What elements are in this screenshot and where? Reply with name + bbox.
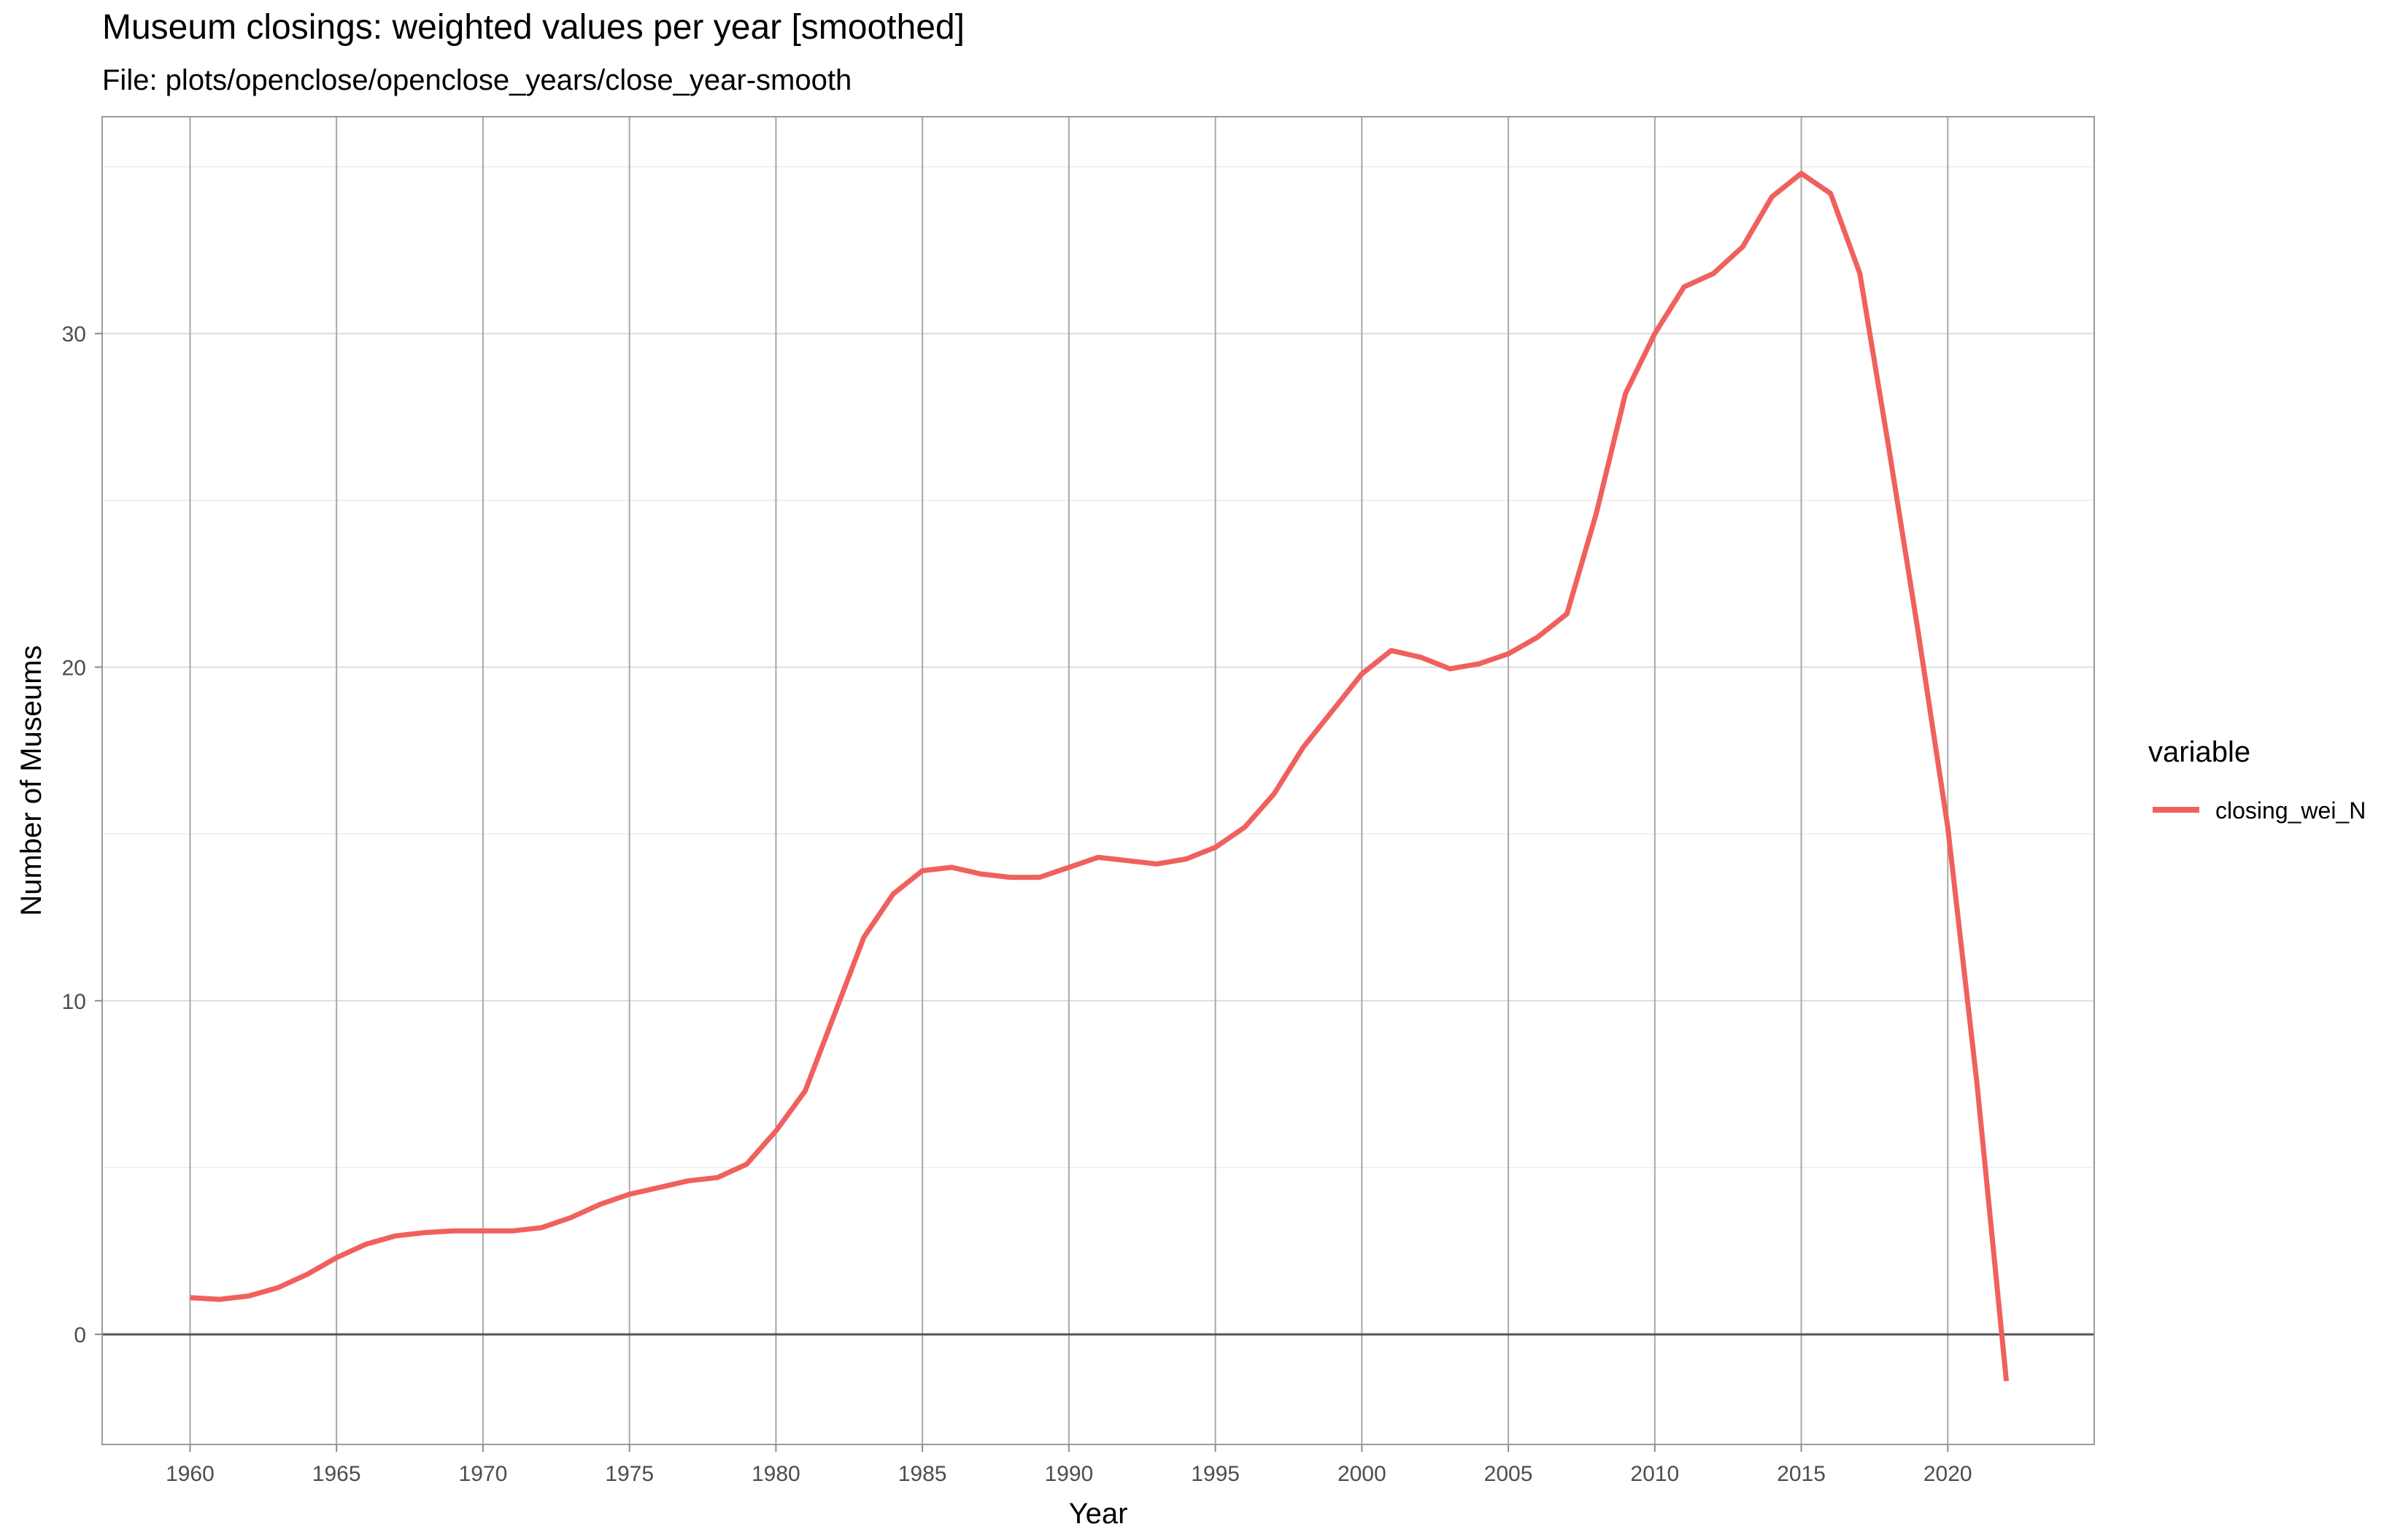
x-tick-label: 1995	[1191, 1462, 1240, 1486]
legend-label: closing_wei_N	[2215, 797, 2366, 824]
x-tick-label: 1970	[459, 1462, 508, 1486]
y-tick-label: 30	[62, 322, 86, 347]
x-axis-ticks: 1960 1965 1970 1975 1980 1985 1990 1995 2000 2005…	[166, 1444, 1972, 1486]
x-tick-label: 2015	[1777, 1462, 1826, 1486]
minor-grid	[102, 166, 2094, 1169]
x-tick-label: 1965	[312, 1462, 361, 1486]
x-tick-label: 2000	[1338, 1462, 1386, 1486]
x-tick-label: 2010	[1630, 1462, 1679, 1486]
series-line-closing_wei_N	[190, 171, 2010, 1382]
chart-title: Museum closings: weighted values per yea…	[102, 8, 965, 47]
x-tick-label: 2020	[1923, 1462, 1972, 1486]
y-axis-title: Number of Museums	[15, 645, 47, 916]
y-tick-label: 10	[62, 990, 86, 1014]
x-axis-title: Year	[1069, 1498, 1128, 1530]
panel-border	[101, 116, 2095, 1445]
x-tick-label: 2005	[1484, 1462, 1533, 1486]
x-tick-label: 1975	[605, 1462, 654, 1486]
series-group	[190, 171, 2010, 1382]
chart-subtitle: File: plots/openclose/openclose_years/cl…	[102, 64, 852, 96]
major-grid	[102, 117, 2094, 1444]
y-tick-label: 0	[74, 1323, 86, 1347]
x-tick-label: 1985	[898, 1462, 947, 1486]
y-tick-label: 20	[62, 657, 86, 681]
x-tick-label: 1980	[752, 1462, 800, 1486]
x-tick-label: 1990	[1044, 1462, 1093, 1486]
x-tick-label: 1960	[166, 1462, 215, 1486]
legend: variable closing_wei_N	[2148, 736, 2366, 824]
y-axis-ticks: 0 10 20 30	[62, 322, 102, 1347]
legend-title: variable	[2148, 736, 2250, 768]
